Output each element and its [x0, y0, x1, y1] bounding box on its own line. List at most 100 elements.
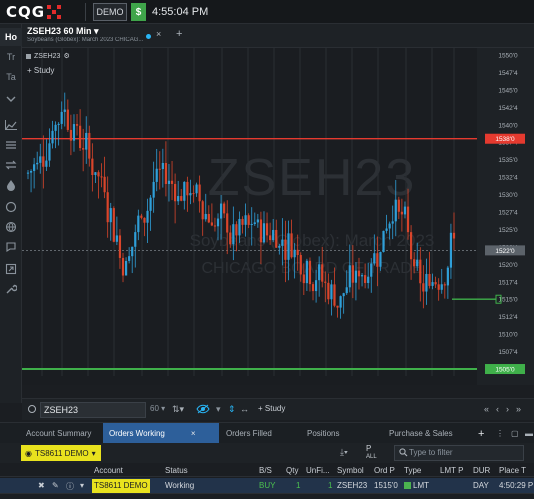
step-right-icon[interactable]: › [506, 404, 509, 414]
col-order-price[interactable]: Ord P [374, 466, 395, 475]
candle-body [265, 223, 269, 236]
settings-icon[interactable]: ⋮ [496, 429, 504, 438]
close-icon[interactable]: × [190, 429, 196, 438]
candle-body [272, 229, 275, 241]
divider [85, 3, 86, 21]
candle-body [278, 245, 281, 248]
tab-purchase-sales[interactable]: Purchase & Sales [389, 429, 453, 438]
account-selector[interactable]: ◉ TS8611 DEMO ▾ [21, 445, 101, 461]
candle-body [336, 305, 339, 308]
expand-icon[interactable]: ▢ [511, 429, 519, 438]
candle-body [88, 132, 91, 159]
search-icon[interactable] [28, 405, 36, 413]
scroll-left-icon[interactable]: « [484, 404, 490, 414]
candle-body [207, 213, 210, 223]
chart-tab-title-text: ZSEH23 60 Min [27, 26, 92, 36]
scroll-right-icon[interactable]: » [516, 404, 522, 414]
candle-body [318, 264, 321, 281]
candle-body [373, 253, 376, 264]
tool-home[interactable]: Ho [0, 28, 22, 46]
p-all-filter[interactable]: P ALL [366, 445, 377, 461]
col-qty[interactable]: Qty [286, 466, 299, 475]
chat-icon[interactable] [0, 238, 22, 256]
chevron-down-icon[interactable]: ▾ [216, 404, 221, 414]
candle-body [247, 215, 250, 225]
tool-tab[interactable]: Ta [6, 72, 16, 82]
list-icon[interactable] [0, 136, 22, 154]
table-row[interactable]: ✖ ✎ ⓘ ▾ TS8611 DEMO Working BUY 1 1 ZSEH… [0, 478, 534, 494]
filter-input[interactable]: Type to filter [394, 445, 524, 461]
horizontal-scale-icon[interactable]: ↔ [240, 404, 249, 414]
col-status[interactable]: Status [165, 466, 188, 475]
candle-body [324, 281, 327, 283]
cqg-logo: CQG [6, 3, 62, 21]
vertical-scale-icon[interactable]: ⇕ [228, 404, 236, 414]
candle-body [195, 184, 198, 194]
col-limit-price[interactable]: LMT P [440, 466, 464, 475]
chart-tab[interactable]: ZSEH23 60 Min ▾ Soybeans (Globex): March… [22, 24, 534, 48]
candle-body [351, 265, 354, 283]
close-icon[interactable]: × [156, 29, 162, 39]
wrench-icon[interactable] [0, 280, 22, 298]
cancel-order-icon[interactable]: ✖ [38, 481, 45, 490]
candle-body [333, 284, 336, 306]
export-icon[interactable] [0, 260, 22, 278]
y-tick-label: 1545'0 [498, 87, 518, 94]
search-icon [399, 448, 408, 459]
candle-body [140, 215, 143, 218]
chart-tab-title[interactable]: ZSEH23 60 Min ▾ [27, 26, 99, 37]
gear-icon[interactable]: ⚙ [63, 53, 70, 60]
chevron-down-icon[interactable]: ▾ [80, 481, 85, 490]
drop-icon[interactable] [0, 176, 22, 194]
chart-type-icon[interactable]: ⇅▾ [172, 404, 185, 414]
candle-body [238, 218, 241, 236]
demo-mode-button[interactable]: DEMO [93, 3, 127, 21]
symbol-bar-study-button[interactable]: + Study [258, 404, 286, 413]
tab-orders-working[interactable]: Orders Working × [103, 423, 219, 444]
all-filter-label: ALL [366, 454, 377, 460]
chevron-down-icon[interactable] [0, 90, 22, 108]
info-icon[interactable]: ⓘ [66, 482, 74, 491]
cash-button[interactable]: $ [131, 3, 146, 21]
period-select[interactable]: 60 ▾ [150, 404, 166, 413]
series-swatch [26, 53, 31, 59]
price-axis [477, 48, 534, 385]
price-chart[interactable]: ZSEH23 Soybeans (Globex): March 2023 CHI… [22, 48, 534, 385]
logo-mark-icon [47, 5, 62, 19]
order-marker-box [495, 294, 502, 304]
col-duration[interactable]: DUR [473, 466, 491, 475]
candle-body [223, 203, 226, 214]
transfer-icon[interactable] [0, 156, 22, 174]
col-type[interactable]: Type [404, 466, 422, 475]
order-symbol: ZSEH23 [337, 481, 368, 490]
candle-body [406, 206, 410, 233]
candle-body [428, 273, 431, 286]
col-account[interactable]: Account [94, 466, 123, 475]
col-unfilled[interactable]: UnFi... [306, 466, 330, 475]
visibility-icon[interactable] [196, 404, 210, 416]
candle-body [314, 280, 318, 292]
col-place-time[interactable]: Place T [499, 466, 526, 475]
candle-body [121, 257, 125, 276]
edit-icon[interactable]: ✎ [52, 481, 59, 490]
tab-positions[interactable]: Positions [307, 429, 340, 438]
chevron-down-icon[interactable]: ▾ [94, 26, 99, 36]
low-line-label: 1505'0 [495, 367, 515, 374]
order-status: Working [165, 481, 195, 490]
line-chart-icon[interactable] [0, 116, 22, 134]
circle-icon[interactable] [0, 198, 22, 216]
tab-orders-filled[interactable]: Orders Filled [226, 429, 272, 438]
tab-account-summary[interactable]: Account Summary [26, 429, 92, 438]
step-left-icon[interactable]: ‹ [496, 404, 499, 414]
add-tab-icon[interactable]: + [478, 427, 485, 440]
add-study-button[interactable]: + Study [27, 66, 55, 75]
col-side[interactable]: B/S [259, 466, 272, 475]
globe-icon[interactable] [0, 218, 22, 236]
col-symbol[interactable]: Symbol [337, 466, 364, 475]
download-icon[interactable]: ⤓▾ [340, 447, 348, 457]
add-tab-icon[interactable]: + [176, 28, 183, 40]
chart-canvas[interactable]: 1550'01547'41545'01542'41540'01537'41535… [22, 48, 534, 385]
symbol-input[interactable]: ZSEH23 [40, 402, 146, 418]
tool-trade[interactable]: Tr [6, 52, 16, 62]
collapse-icon[interactable]: ▬ [525, 429, 533, 438]
